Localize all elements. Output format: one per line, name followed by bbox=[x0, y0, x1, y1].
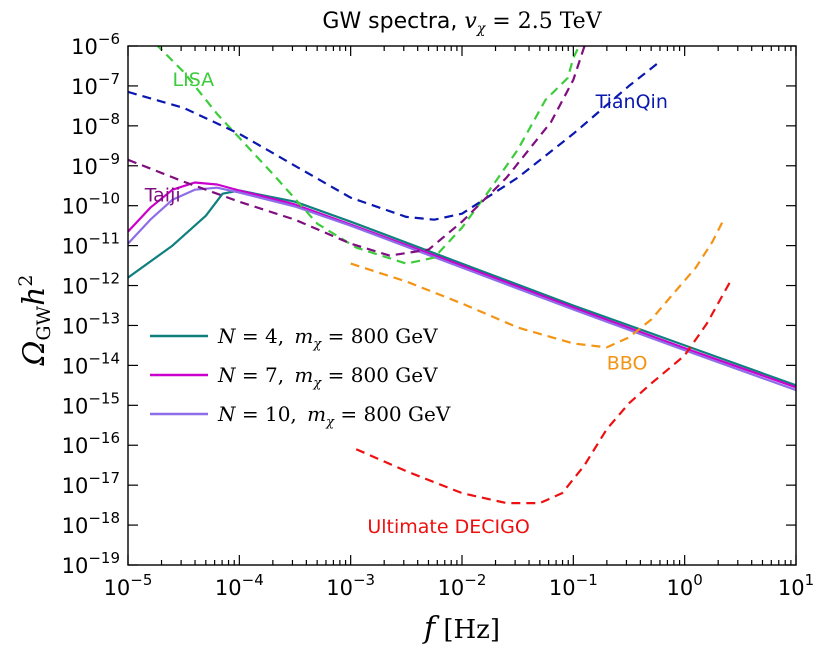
curve-label-4: TianQin bbox=[595, 91, 668, 113]
curve-labels: LISA TianQin Taiji BBO Ultimate DECIGO bbox=[144, 69, 668, 538]
plot-frame bbox=[127, 45, 797, 566]
y-tick-label-7: 10−12 bbox=[62, 270, 120, 299]
y-tick-label-8: 10−11 bbox=[62, 230, 120, 259]
axis-ticks: 10−5 10−4 10−3 10−2 10−1 100 101 10−19 10−18 10−1… bbox=[62, 30, 815, 600]
legend-label-2: N = 10, mχ = 800 GeV bbox=[217, 402, 451, 430]
series-1 bbox=[128, 181, 796, 389]
series-2 bbox=[128, 186, 796, 392]
curve-label-3: LISA bbox=[173, 69, 215, 91]
series-3 bbox=[156, 46, 581, 265]
series-6 bbox=[350, 219, 725, 349]
y-tick-label-5: 10−14 bbox=[62, 349, 120, 378]
series-0 bbox=[128, 189, 796, 387]
y-tick-label-6: 10−13 bbox=[62, 309, 120, 338]
y-tick-label-1: 10−18 bbox=[62, 509, 120, 538]
series-7 bbox=[355, 278, 733, 505]
y-tick-label-4: 10−15 bbox=[62, 389, 120, 418]
chart-title: GW spectra, vχ = 2.5 TeV bbox=[322, 9, 602, 37]
y-tick-label-0: 10−19 bbox=[62, 549, 120, 578]
legend: N = 4, mχ = 800 GeV N = 7, mχ = 800 GeV N … bbox=[150, 324, 451, 430]
x-tick-label-6: 101 bbox=[778, 571, 814, 600]
y-tick-label-10: 10−9 bbox=[71, 150, 120, 179]
curve-label-6: BBO bbox=[607, 352, 648, 374]
y-axis-label: ΩGWh2 bbox=[15, 274, 55, 366]
legend-label-1: N = 7, mχ = 800 GeV bbox=[217, 363, 438, 391]
series-5 bbox=[128, 46, 586, 257]
curve-label-5: Taiji bbox=[144, 185, 181, 207]
x-tick-label-4: 10−1 bbox=[549, 571, 598, 600]
y-tick-label-3: 10−16 bbox=[62, 429, 120, 458]
x-tick-label-5: 100 bbox=[667, 571, 703, 600]
legend-label-0: N = 4, mχ = 800 GeV bbox=[217, 324, 438, 352]
curve-label-7: Ultimate DECIGO bbox=[367, 516, 529, 538]
y-tick-label-11: 10−8 bbox=[71, 110, 120, 139]
x-tick-label-0: 10−5 bbox=[104, 571, 153, 600]
y-tick-label-13: 10−6 bbox=[71, 30, 120, 59]
y-tick-label-12: 10−7 bbox=[71, 70, 120, 99]
x-tick-label-3: 10−2 bbox=[438, 571, 487, 600]
x-tick-label-1: 10−4 bbox=[215, 571, 264, 600]
series-4 bbox=[128, 63, 658, 221]
x-tick-label-2: 10−3 bbox=[326, 571, 375, 600]
y-tick-label-9: 10−10 bbox=[62, 190, 120, 219]
series-layer bbox=[128, 46, 796, 505]
y-tick-label-2: 10−17 bbox=[62, 469, 120, 498]
x-axis-label: f [Hz] bbox=[422, 611, 500, 646]
